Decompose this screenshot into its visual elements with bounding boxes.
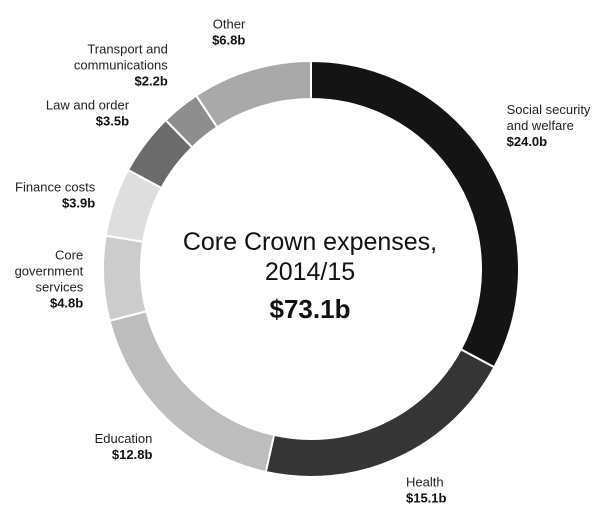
slice-value-label: $4.8b: [50, 295, 83, 310]
label-health: Health$15.1b: [406, 474, 447, 505]
slice-value-label: $12.8b: [112, 447, 153, 462]
center-total: $73.1b: [270, 294, 351, 324]
slice-core-government-services: [102, 234, 148, 322]
slice-label-text: Other: [213, 17, 246, 32]
slice-value-label: $24.0b: [507, 134, 548, 149]
slice-label-text: Health: [406, 474, 444, 489]
slice-label-text: Law and order: [46, 98, 130, 113]
slice-label-text: Core: [55, 247, 83, 262]
slice-label-text: services: [36, 279, 84, 294]
slice-label-text: and welfare: [507, 118, 574, 133]
slice-value-label: $15.1b: [406, 490, 447, 505]
slice-label-text: government: [15, 263, 84, 278]
slice-value-label: $2.2b: [135, 74, 168, 89]
slices-group: [102, 59, 520, 478]
label-other: Other$6.8b: [212, 17, 246, 48]
slice-label-text: Social security: [507, 102, 591, 117]
slice-health: [264, 347, 496, 478]
slice-label-text: communications: [74, 58, 168, 73]
slice-label-text: Transport and: [87, 42, 167, 57]
center-title-line-1: Core Crown expenses,: [183, 228, 437, 256]
slice-label-text: Finance costs: [15, 179, 96, 194]
label-education: Education$12.8b: [95, 431, 153, 462]
slice-value-label: $3.9b: [62, 195, 95, 210]
label-finance-costs: Finance costs$3.9b: [15, 179, 96, 210]
center-text: Core Crown expenses, 2014/15 $73.1b: [183, 228, 437, 324]
slice-value-label: $3.5b: [96, 114, 129, 129]
slice-label-text: Education: [95, 431, 153, 446]
center-title-line-2: 2014/15: [265, 258, 355, 286]
slice-value-label: $6.8b: [212, 33, 245, 48]
label-law-and-order: Law and order$3.5b: [46, 98, 130, 129]
slice-other: [194, 59, 312, 129]
